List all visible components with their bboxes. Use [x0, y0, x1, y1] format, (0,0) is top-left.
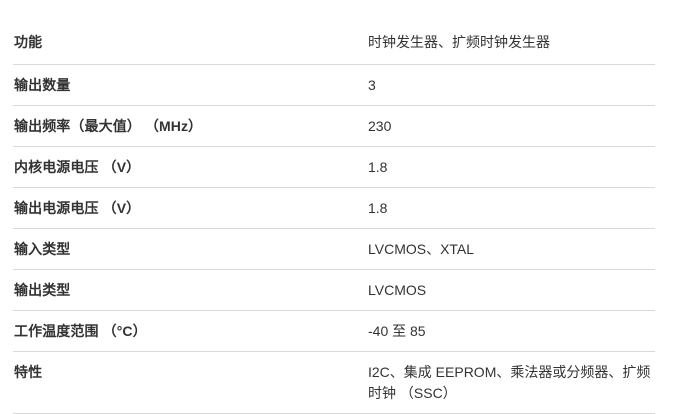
spec-value: 1.8 — [368, 200, 388, 216]
spec-value: LVCMOS、XTAL — [368, 241, 475, 257]
table-row: 输出电源电压 （V） 1.8 — [13, 188, 655, 229]
spec-value: LVCMOS — [368, 282, 427, 298]
spec-label: 输出数量 — [14, 77, 71, 93]
table-row: 输入类型 LVCMOS、XTAL — [13, 229, 655, 270]
spec-label: 输出电源电压 （V） — [14, 200, 141, 216]
spec-value: 1.8 — [368, 159, 388, 175]
spec-label: 输出类型 — [14, 282, 71, 298]
spec-label: 特性 — [14, 364, 43, 380]
spec-label: 工作温度范围 （°C） — [14, 323, 147, 339]
table-row: 内核电源电压 （V） 1.8 — [13, 147, 655, 188]
table-row: 特性 I2C、集成 EEPROM、乘法器或分频器、扩频时钟 （SSC） — [13, 352, 655, 414]
table-row: 输出类型 LVCMOS — [13, 270, 655, 311]
spec-label: 输入类型 — [14, 241, 71, 257]
spec-value: -40 至 85 — [368, 323, 426, 339]
table-row: 输出频率（最大值） （MHz） 230 — [13, 106, 655, 147]
spec-value: I2C、集成 EEPROM、乘法器或分频器、扩频时钟 （SSC） — [368, 364, 651, 401]
spec-value: 230 — [368, 118, 392, 134]
spec-label: 功能 — [14, 34, 43, 50]
spec-label: 内核电源电压 （V） — [14, 159, 141, 175]
spec-label: 输出频率（最大值） （MHz） — [14, 118, 203, 134]
spec-value: 时钟发生器、扩频时钟发生器 — [368, 34, 550, 50]
product-spec-table: 功能 时钟发生器、扩频时钟发生器 输出数量 3 输出频率（最大值） （MHz） … — [13, 20, 655, 414]
table-row: 功能 时钟发生器、扩频时钟发生器 — [13, 20, 655, 65]
spec-value: 3 — [368, 77, 376, 93]
table-row: 输出数量 3 — [13, 65, 655, 106]
table-row: 工作温度范围 （°C） -40 至 85 — [13, 311, 655, 352]
